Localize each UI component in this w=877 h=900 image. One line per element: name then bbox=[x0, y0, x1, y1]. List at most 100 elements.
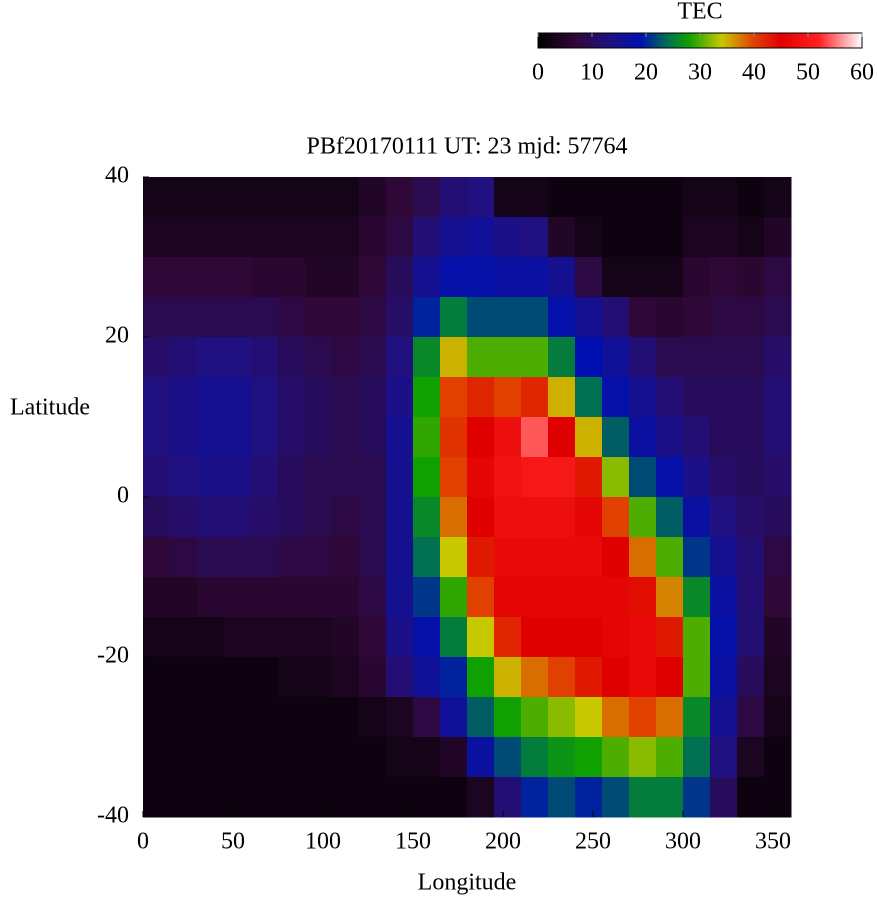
heat-cell bbox=[305, 417, 333, 458]
heat-cell bbox=[440, 297, 468, 338]
heat-cell bbox=[602, 537, 630, 578]
heat-cell bbox=[224, 337, 252, 378]
heat-cell bbox=[710, 297, 738, 338]
heat-cell bbox=[629, 337, 657, 378]
heat-cell bbox=[764, 777, 792, 818]
heat-cell bbox=[332, 177, 360, 218]
heat-cell bbox=[224, 777, 252, 818]
heat-cell bbox=[656, 417, 684, 458]
heat-cell bbox=[386, 297, 414, 338]
heat-cell bbox=[197, 777, 225, 818]
heat-cell bbox=[629, 457, 657, 498]
y-tick-label: -20 bbox=[97, 643, 129, 669]
heat-cell bbox=[575, 537, 603, 578]
heat-cell bbox=[521, 777, 549, 818]
heat-cell bbox=[494, 297, 522, 338]
heat-cell bbox=[143, 377, 171, 418]
heat-cell bbox=[386, 737, 414, 778]
heat-cell bbox=[683, 457, 711, 498]
heat-cell bbox=[629, 737, 657, 778]
heat-cell bbox=[251, 257, 279, 298]
heat-cell bbox=[332, 417, 360, 458]
heat-cell bbox=[575, 337, 603, 378]
heat-cell bbox=[197, 577, 225, 618]
heat-cell bbox=[143, 417, 171, 458]
heat-cell bbox=[521, 377, 549, 418]
heat-cell bbox=[170, 377, 198, 418]
heat-cell bbox=[305, 617, 333, 658]
heat-cell bbox=[521, 737, 549, 778]
heat-cell bbox=[440, 177, 468, 218]
y-tick-label: 20 bbox=[105, 323, 129, 349]
heat-cell bbox=[575, 177, 603, 218]
heat-cell bbox=[143, 737, 171, 778]
heat-cell bbox=[494, 177, 522, 218]
heat-cell bbox=[413, 337, 441, 378]
heat-cell bbox=[224, 577, 252, 618]
heat-cell bbox=[305, 297, 333, 338]
heat-cell bbox=[251, 777, 279, 818]
heat-cell bbox=[683, 617, 711, 658]
x-tick-label: 300 bbox=[665, 829, 701, 855]
heat-cell bbox=[278, 257, 306, 298]
x-tick-label: 150 bbox=[395, 829, 431, 855]
heat-cell bbox=[251, 537, 279, 578]
heat-cell bbox=[494, 217, 522, 258]
heat-cell bbox=[494, 737, 522, 778]
heat-cell bbox=[494, 577, 522, 618]
heat-cell bbox=[602, 737, 630, 778]
heat-cell bbox=[548, 657, 576, 698]
heat-cell bbox=[278, 417, 306, 458]
heat-cell bbox=[224, 537, 252, 578]
heat-cell bbox=[305, 377, 333, 418]
heat-cell bbox=[521, 617, 549, 658]
heat-cell bbox=[359, 377, 387, 418]
x-tick-label: 250 bbox=[575, 829, 611, 855]
heat-cell bbox=[278, 497, 306, 538]
heat-cell bbox=[305, 737, 333, 778]
heat-cell bbox=[548, 697, 576, 738]
heat-cell bbox=[305, 257, 333, 298]
heat-cell bbox=[602, 297, 630, 338]
heat-cell bbox=[494, 377, 522, 418]
heat-cell bbox=[521, 337, 549, 378]
heat-cell bbox=[683, 177, 711, 218]
heat-cell bbox=[656, 177, 684, 218]
heat-cell bbox=[764, 257, 792, 298]
heat-cell bbox=[440, 577, 468, 618]
heat-cell bbox=[413, 497, 441, 538]
x-tick-label: 0 bbox=[137, 829, 149, 855]
heat-cell bbox=[548, 337, 576, 378]
heat-cell bbox=[413, 257, 441, 298]
heat-cell bbox=[251, 497, 279, 538]
heat-cell bbox=[575, 257, 603, 298]
heat-cell bbox=[386, 417, 414, 458]
heat-cell bbox=[197, 617, 225, 658]
heat-cell bbox=[629, 217, 657, 258]
heat-cell bbox=[494, 537, 522, 578]
heat-cell bbox=[656, 777, 684, 818]
heat-cell bbox=[575, 217, 603, 258]
heat-cell bbox=[710, 217, 738, 258]
heat-cell bbox=[413, 297, 441, 338]
heat-cell bbox=[305, 577, 333, 618]
heat-cell bbox=[521, 457, 549, 498]
heat-cell bbox=[629, 777, 657, 818]
heat-cell bbox=[521, 537, 549, 578]
heat-cell bbox=[278, 337, 306, 378]
heat-cell bbox=[494, 617, 522, 658]
heat-cell bbox=[197, 257, 225, 298]
heat-cell bbox=[386, 497, 414, 538]
heat-cell bbox=[440, 417, 468, 458]
heat-cell bbox=[548, 377, 576, 418]
heat-cell bbox=[170, 417, 198, 458]
heat-cell bbox=[656, 577, 684, 618]
heat-cell bbox=[386, 337, 414, 378]
heat-cell bbox=[629, 297, 657, 338]
y-tick-label: 0 bbox=[117, 483, 129, 509]
heat-cell bbox=[224, 417, 252, 458]
heat-cell bbox=[575, 737, 603, 778]
heat-cell bbox=[197, 297, 225, 338]
chart-title: PBf20170111 UT: 23 mjd: 57764 bbox=[306, 134, 627, 160]
heat-cell bbox=[602, 217, 630, 258]
